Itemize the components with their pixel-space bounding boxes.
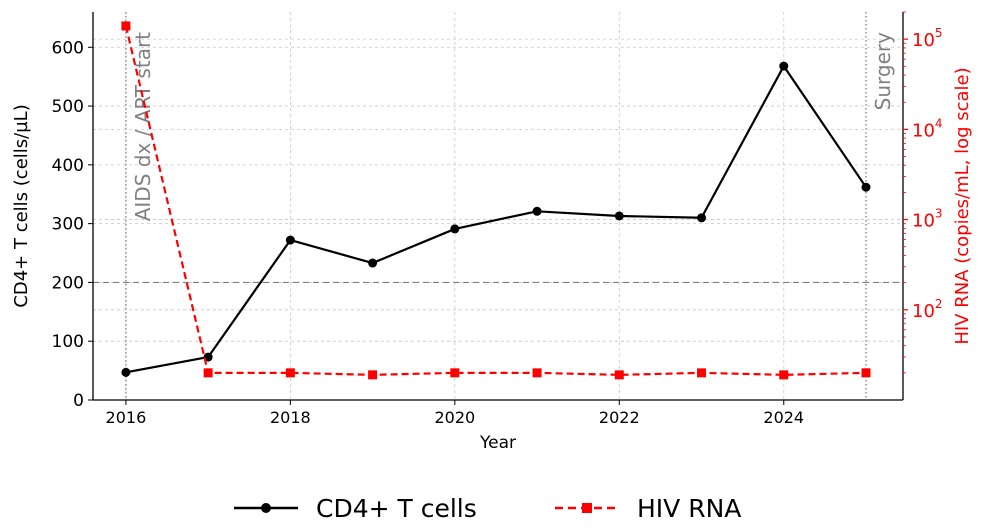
y-left-tick-label: 500: [52, 97, 84, 117]
data-point: [614, 211, 624, 221]
data-point: [532, 206, 542, 216]
data-point: [368, 258, 378, 268]
tick-exponent: 3: [935, 207, 943, 221]
data-point: [368, 370, 378, 380]
y-left-tick-label: 400: [52, 156, 84, 176]
y-right-tick-label: 103: [912, 207, 943, 232]
series: [121, 21, 871, 380]
legend-marker: [261, 503, 271, 513]
y-left-tick-label: 600: [52, 38, 84, 58]
x-tick-label: 2016: [106, 408, 147, 427]
tick-base: 10: [912, 211, 935, 232]
data-point: [532, 368, 542, 378]
data-point: [450, 368, 460, 378]
data-point: [697, 213, 707, 223]
event-label: Surgery: [871, 32, 895, 110]
tick-exponent: 5: [935, 26, 943, 40]
tick-base: 10: [912, 30, 935, 51]
annotations: AIDS dx / ART start Surgery: [125, 12, 895, 400]
y-right-tick-label: 104: [912, 116, 943, 141]
data-point: [450, 224, 460, 234]
y-left-axis-label: CD4+ T cells (cells/µL): [11, 104, 32, 307]
x-tick-label: 2024: [763, 408, 804, 427]
data-point: [121, 21, 131, 31]
data-point: [861, 182, 871, 192]
data-point: [779, 370, 789, 380]
x-tick-label: 2018: [270, 408, 311, 427]
x-tick-label: 2020: [434, 408, 475, 427]
y-right-tick-label: 102: [912, 297, 943, 322]
data-point: [285, 235, 295, 245]
legend: CD4+ T cells HIV RNA: [234, 494, 741, 523]
y-right-axis-label: HIV RNA (copies/mL, log scale): [952, 67, 973, 344]
x-tick-label: 2022: [599, 408, 640, 427]
tick-exponent: 2: [935, 297, 943, 311]
y-right-tick-label: 105: [912, 26, 943, 51]
legend-label: CD4+ T cells: [316, 494, 477, 523]
x-axis-label: Year: [479, 433, 516, 453]
legend-marker: [582, 503, 592, 513]
data-point: [697, 368, 707, 378]
data-point: [121, 367, 131, 377]
data-point: [779, 61, 789, 71]
y-left-tick-label: 100: [52, 332, 84, 352]
data-point: [203, 368, 213, 378]
tick-base: 10: [912, 120, 935, 141]
tick-exponent: 4: [935, 116, 943, 130]
axes: 2016 2018 2020 2022 2024 Year 0 100 200 300 400 500…: [11, 11, 973, 453]
series-line: [125, 64, 867, 374]
data-point: [614, 370, 624, 380]
tick-base: 10: [912, 301, 935, 322]
y-left-tick-label: 200: [52, 273, 84, 293]
series-line: [124, 25, 867, 376]
data-point: [285, 368, 295, 378]
y-left-tick-label: 0: [73, 391, 84, 411]
data-point: [861, 368, 871, 378]
legend-label: HIV RNA: [637, 494, 741, 523]
y-left-tick-label: 300: [52, 215, 84, 235]
